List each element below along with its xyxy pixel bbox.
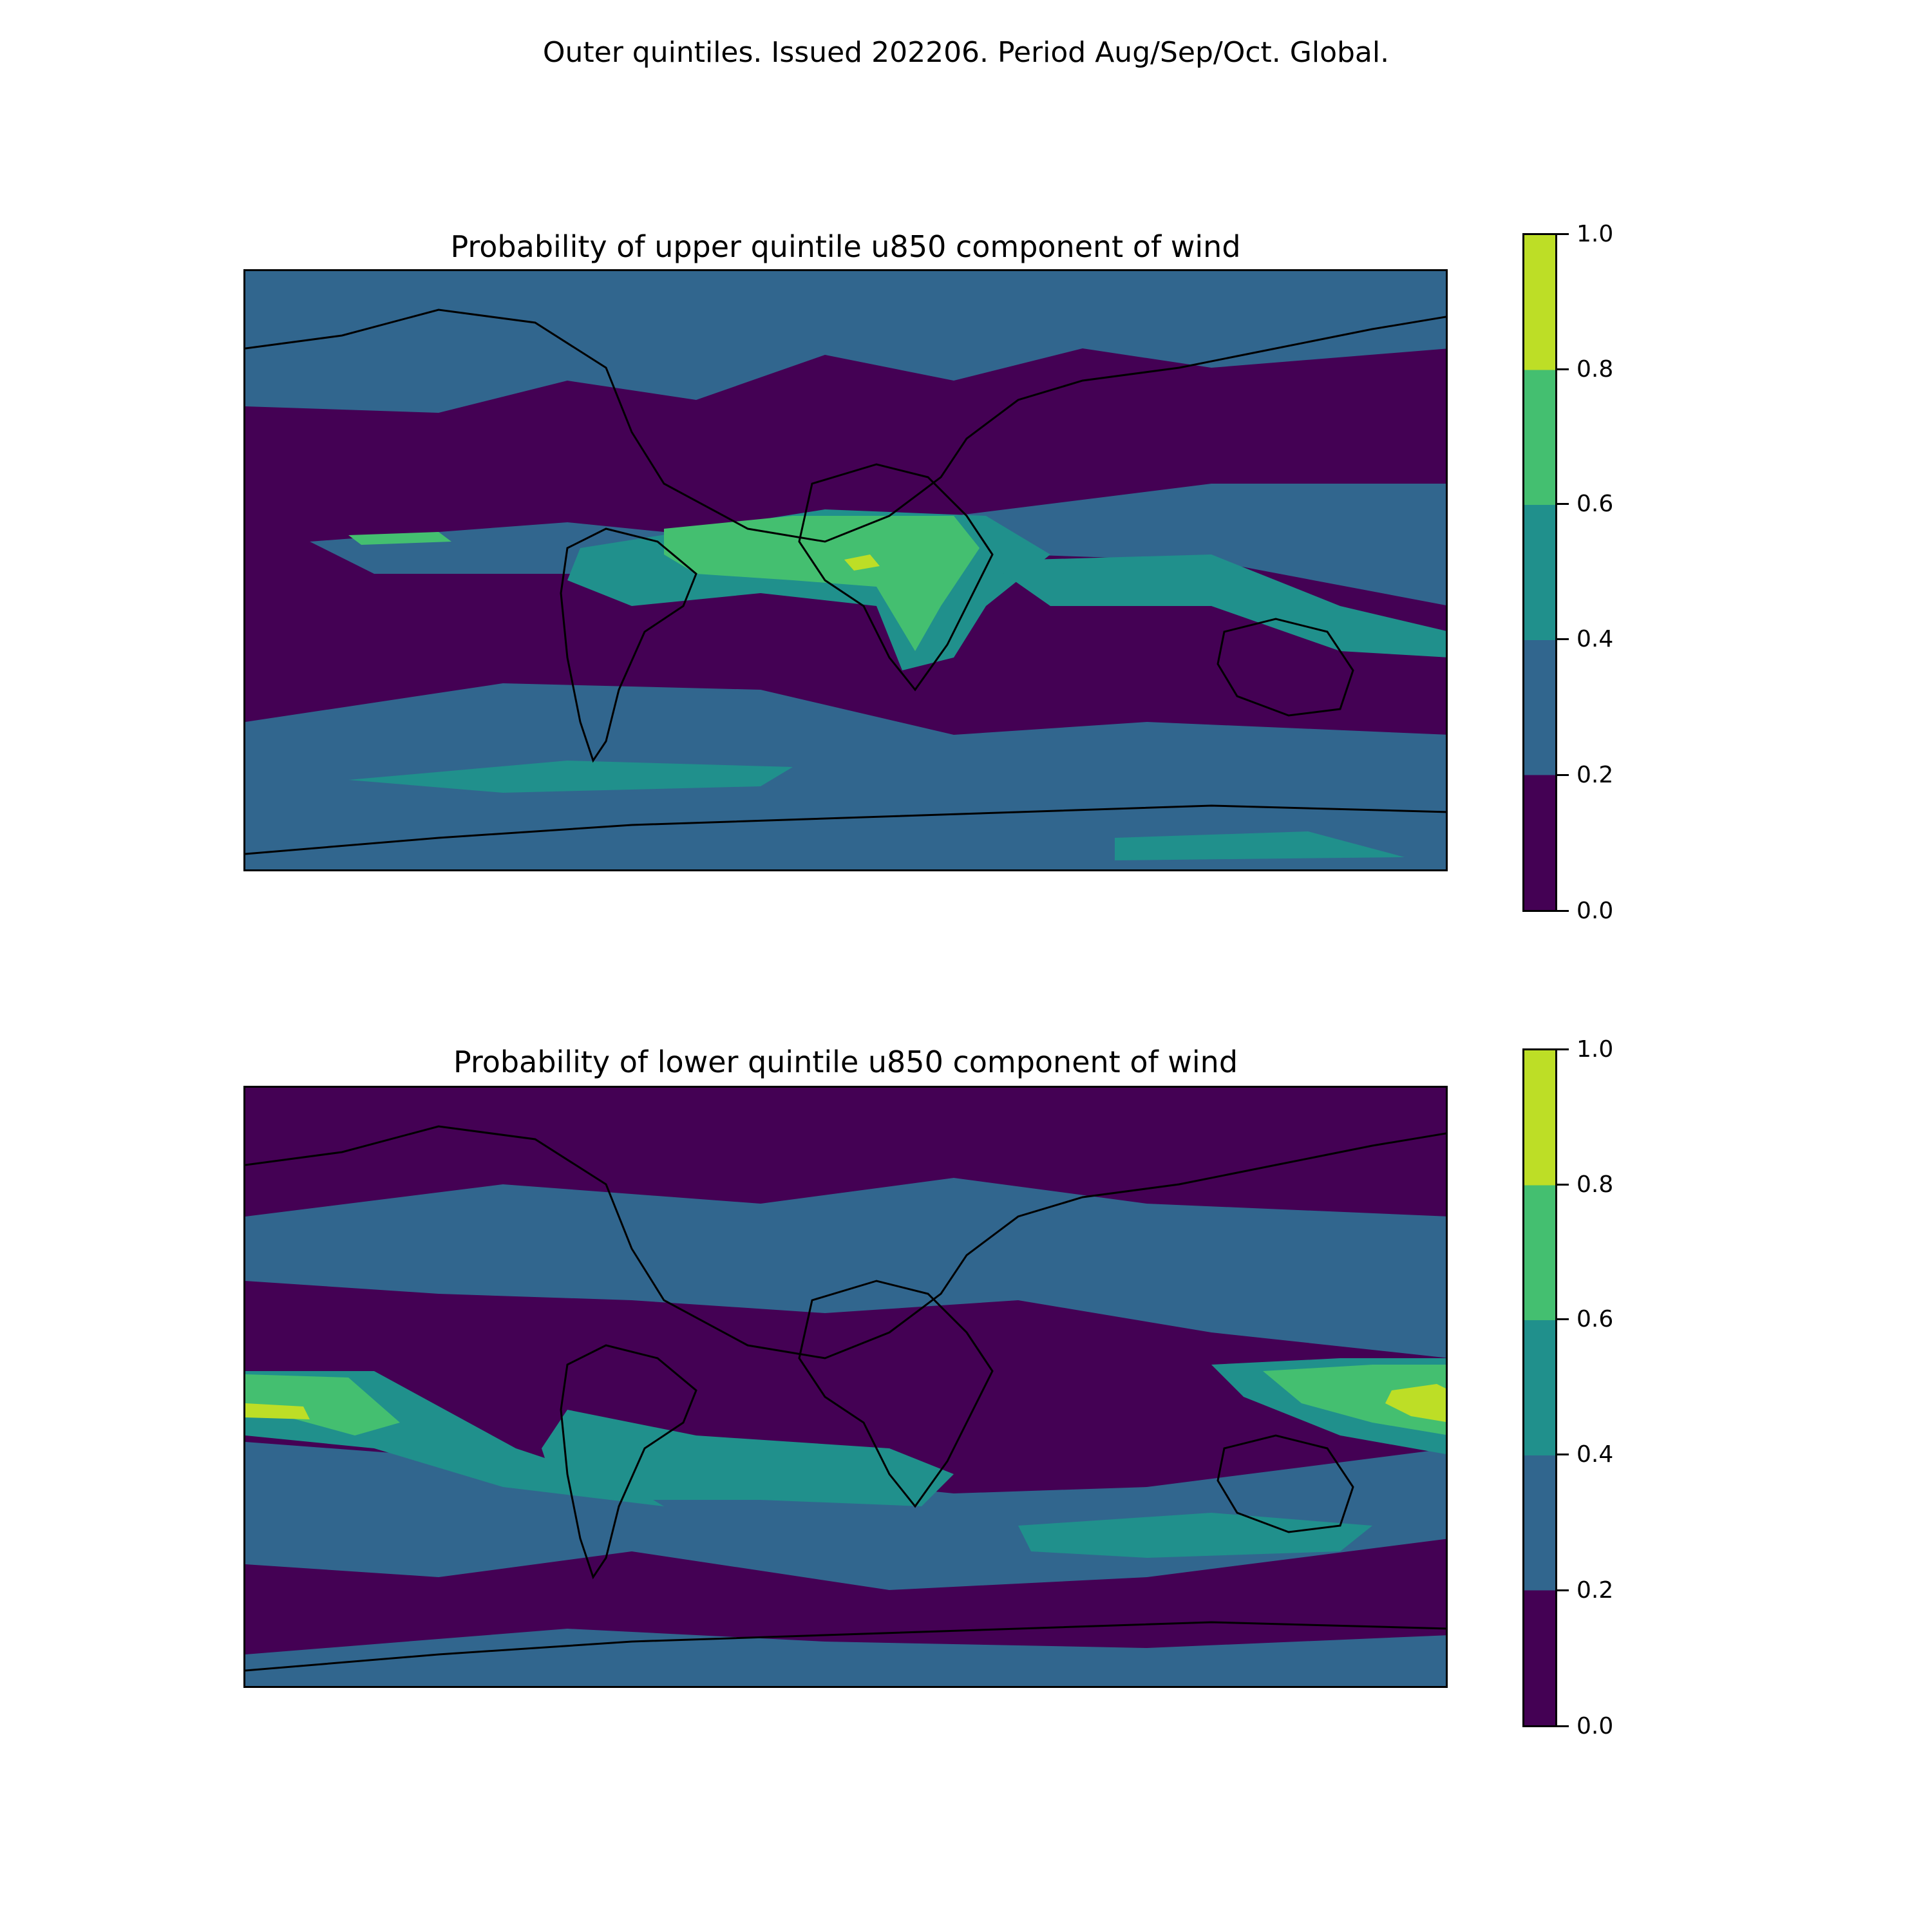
region-mid-latitude-band-north [245,1178,1446,1358]
region-central-pacific-peak [245,1403,310,1419]
colorbar-upper [1522,233,1557,912]
cbar-lower-tick-label-4: 0.8 [1577,1171,1614,1198]
panel-lower-title: Probability of lower quintile u850 compo… [453,1045,1238,1079]
region-indian-ocean-maritime-continent [986,554,1446,658]
cbar-upper-tick-label-5: 1.0 [1577,221,1614,247]
cbar-lower-tick-label-2: 0.4 [1577,1441,1614,1468]
region-western-pacific-peak [1385,1384,1446,1422]
region-southern-ocean-atlantic [348,761,793,793]
cbar-upper-tick-label-3: 0.6 [1577,491,1614,517]
field-upper [245,271,1446,869]
map-lower-quintile [243,1086,1448,1688]
cbar-lower-tick-label-0: 0.0 [1577,1713,1614,1739]
region-equatorial-africa-core [664,516,980,651]
region-south-america-atlantic [542,1410,954,1506]
colorbar-lower [1522,1048,1557,1727]
region-south-hemisphere-band [245,683,1446,869]
panel-upper-title: Probability of upper quintile u850 compo… [450,229,1241,264]
region-west-africa-peak [844,554,880,571]
cbar-upper-tick-label-0: 0.0 [1577,898,1614,924]
region-western-pacific-warm-pool [1263,1365,1446,1435]
figure-title: Outer quintiles. Issued 202206. Period A… [542,36,1390,69]
region-south-of-australia [1018,1513,1372,1558]
field-lower [245,1088,1446,1686]
cbar-lower-tick-label-3: 0.6 [1577,1306,1614,1332]
region-north-atlantic-arctic-band [245,271,1446,413]
cbar-upper-tick-label-2: 0.4 [1577,626,1614,652]
cbar-lower-tick-label-1: 0.2 [1577,1577,1614,1604]
cbar-lower-tick-label-5: 1.0 [1577,1036,1614,1063]
cbar-upper-tick-label-1: 0.2 [1577,762,1614,788]
region-central-pacific-core [245,1374,400,1435]
map-upper-quintile [243,269,1448,871]
cbar-upper-tick-label-4: 0.8 [1577,356,1614,383]
region-antarctic-coast-pacific [1115,831,1405,860]
